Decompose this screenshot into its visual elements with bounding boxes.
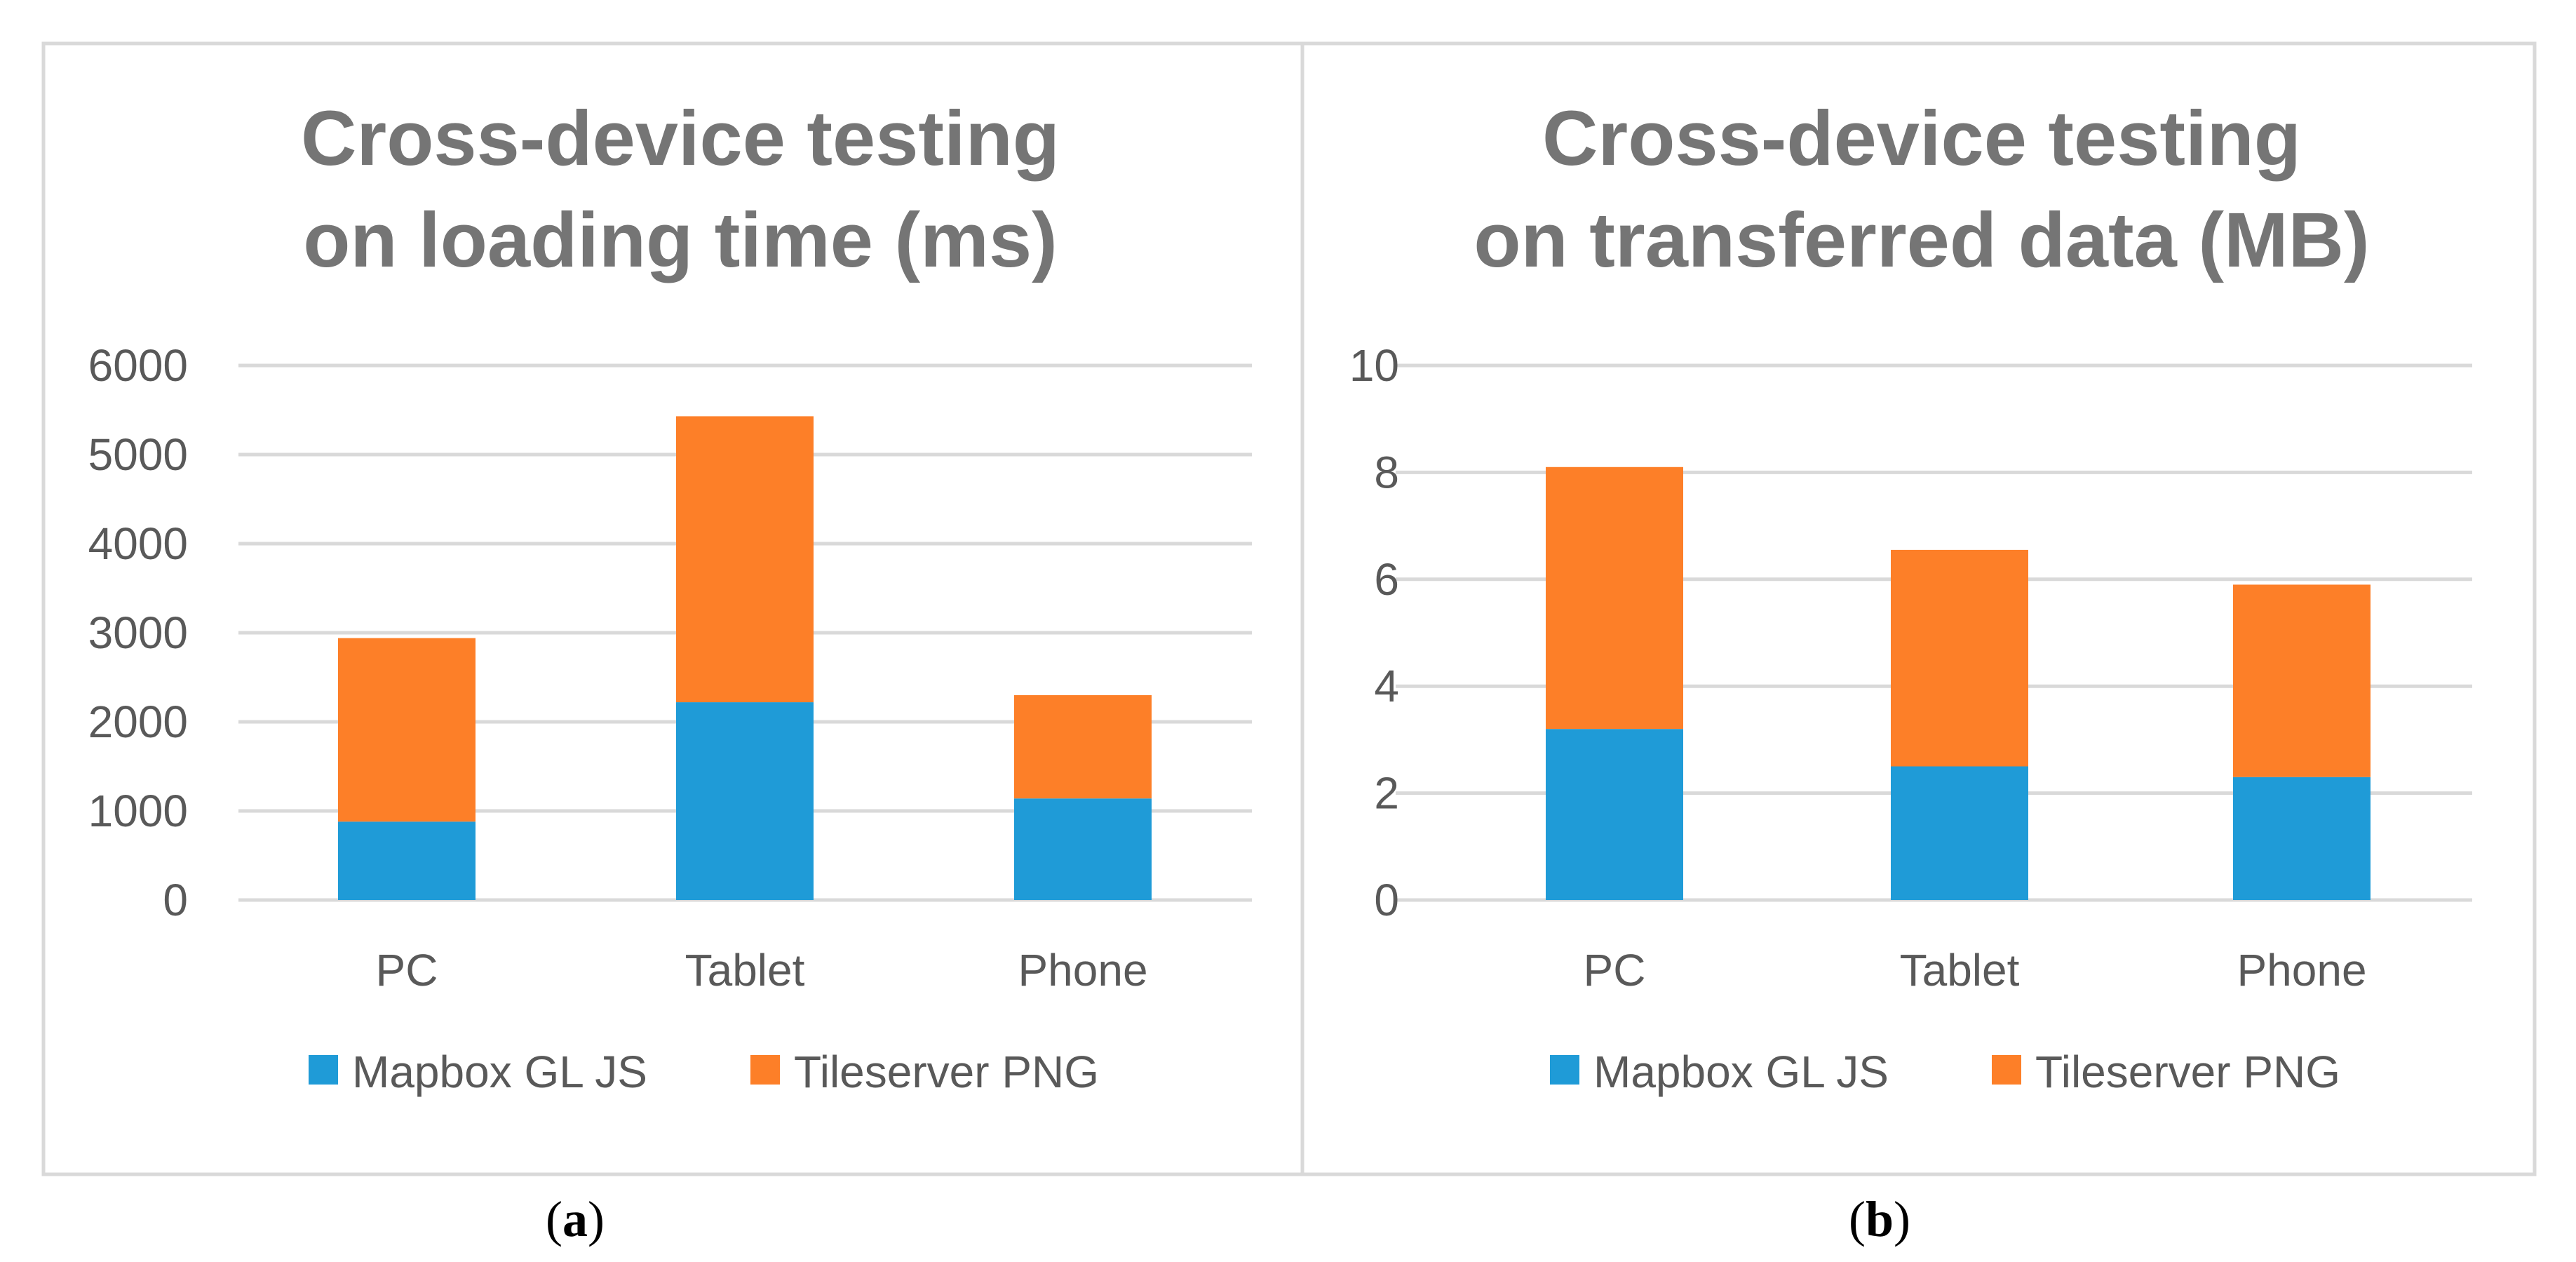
y-tick-label: 2 bbox=[1374, 768, 1399, 819]
y-tick-label: 6 bbox=[1374, 554, 1399, 605]
y-tick-label: 6000 bbox=[88, 340, 188, 391]
chart-title-line-1: Cross-device testing bbox=[1542, 95, 2301, 182]
bar-tablet-series-1 bbox=[676, 702, 814, 900]
panel-caption: (b) bbox=[1849, 1191, 1910, 1247]
legend-swatch bbox=[1550, 1055, 1579, 1085]
bar-pc-series-1 bbox=[338, 821, 476, 900]
bar-pc-series-2 bbox=[338, 638, 476, 822]
chart-title-line-2: on transferred data (MB) bbox=[1474, 197, 2369, 283]
caption-letter: b bbox=[1866, 1191, 1894, 1247]
y-tick-label: 0 bbox=[1374, 875, 1399, 925]
legend-label: Mapbox GL JS bbox=[1593, 1047, 1889, 1097]
bar-tablet-series-2 bbox=[676, 416, 814, 703]
x-category-label: Phone bbox=[2237, 945, 2366, 995]
legend-swatch bbox=[309, 1055, 338, 1085]
y-tick-label: 3000 bbox=[88, 607, 188, 658]
bar-tablet-series-1 bbox=[1891, 766, 2028, 900]
caption-open: ( bbox=[546, 1191, 562, 1247]
legend-swatch bbox=[750, 1055, 780, 1085]
legend-label: Mapbox GL JS bbox=[352, 1047, 647, 1097]
bar-phone-series-2 bbox=[1014, 694, 1152, 799]
y-tick-label: 10 bbox=[1349, 340, 1399, 391]
y-tick-label: 1000 bbox=[88, 786, 188, 836]
chart-title-line-1: Cross-device testing bbox=[301, 95, 1060, 182]
y-tick-label: 4000 bbox=[88, 518, 188, 569]
panel-caption: (a) bbox=[546, 1191, 605, 1247]
legend-swatch bbox=[1992, 1055, 2021, 1085]
legend-label: Tileserver PNG bbox=[794, 1047, 1099, 1097]
caption-open: ( bbox=[1849, 1191, 1866, 1247]
chart-panel-1: Cross-device testing on loading time (ms)… bbox=[41, 41, 1304, 1247]
x-category-label: Tablet bbox=[1900, 945, 2020, 995]
bar-tablet-series-2 bbox=[1891, 549, 2028, 767]
chart-panel-2: Cross-device testing on transferred data … bbox=[1300, 41, 2537, 1247]
y-tick-label: 2000 bbox=[88, 697, 188, 747]
caption-close: ) bbox=[588, 1191, 605, 1247]
legend-label: Tileserver PNG bbox=[2035, 1047, 2340, 1097]
x-category-label: Tablet bbox=[685, 945, 805, 995]
x-category-label: Phone bbox=[1018, 945, 1147, 995]
caption-close: ) bbox=[1894, 1191, 1910, 1247]
bar-phone-series-1 bbox=[2233, 777, 2371, 900]
x-category-label: PC bbox=[376, 945, 438, 995]
y-tick-label: 8 bbox=[1374, 447, 1399, 497]
bar-phone-series-2 bbox=[2233, 584, 2371, 777]
chart-frame bbox=[41, 41, 1304, 1176]
bar-pc-series-2 bbox=[1546, 466, 1683, 730]
chart-title-line-2: on loading time (ms) bbox=[303, 197, 1058, 283]
bar-pc-series-1 bbox=[1546, 729, 1683, 900]
caption-letter: a bbox=[562, 1191, 588, 1247]
x-category-label: PC bbox=[1584, 945, 1646, 995]
y-tick-label: 0 bbox=[163, 875, 188, 925]
y-tick-label: 4 bbox=[1374, 661, 1399, 711]
y-tick-label: 5000 bbox=[88, 429, 188, 480]
bar-phone-series-1 bbox=[1014, 798, 1152, 900]
